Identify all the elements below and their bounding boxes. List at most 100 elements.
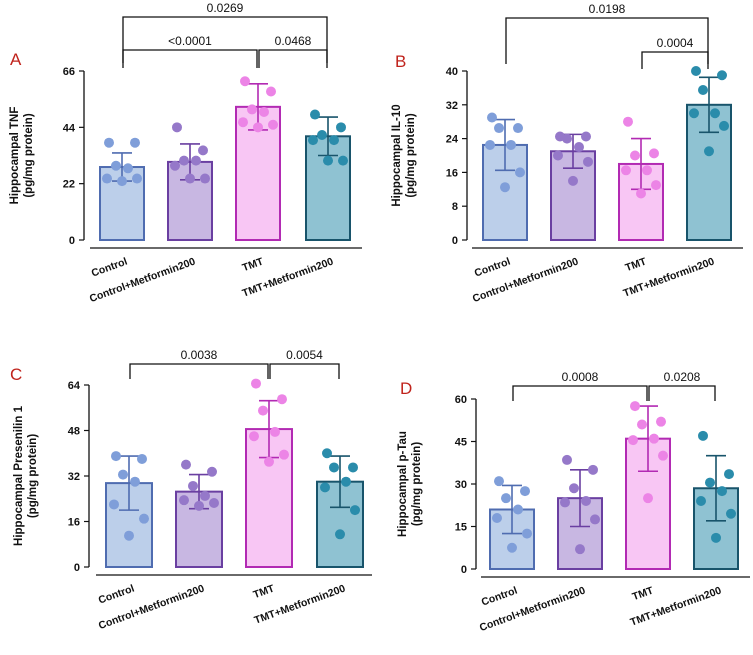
data-point	[630, 150, 640, 161]
data-point	[336, 122, 346, 133]
data-point	[590, 514, 600, 525]
y-axis-label: Hippocampal TNF	[9, 107, 21, 205]
data-point	[240, 76, 250, 87]
data-point	[515, 167, 525, 178]
y-tick-label: 8	[452, 201, 458, 213]
panel-letter-b: B	[395, 52, 406, 71]
y-tick-label: 0	[74, 562, 80, 574]
data-point	[487, 112, 497, 123]
significance-bracket	[512, 385, 648, 401]
p-value-label: 0.0054	[286, 348, 323, 362]
data-point	[132, 173, 142, 184]
data-point	[118, 469, 128, 480]
panel-c: C 0 16 32 48 64 Hippocampal Presenilin 1 (pg/m…	[10, 348, 372, 632]
y-tick-label: 15	[455, 522, 467, 534]
y-tick-label: 0	[69, 235, 75, 247]
data-point	[320, 482, 330, 493]
data-point	[191, 155, 201, 166]
y-tick-label: 45	[455, 437, 467, 449]
data-point	[207, 466, 217, 477]
data-point	[689, 108, 699, 119]
p-value-label: 0.0269	[207, 1, 244, 15]
data-point	[724, 469, 734, 480]
category-label: Control	[90, 256, 129, 280]
panel-letter-c: C	[10, 365, 22, 384]
data-point	[522, 528, 532, 539]
data-point	[651, 180, 661, 191]
y-tick-label: 40	[446, 66, 458, 78]
category-label: Control	[480, 585, 519, 609]
data-point	[658, 450, 668, 461]
y-tick-label: 48	[68, 426, 80, 438]
panel-b: B 0 8 16 24 32 40 Hippocampal IL-10 (pg/mg prot…	[391, 2, 743, 305]
data-point	[348, 462, 358, 473]
data-point	[717, 70, 727, 81]
data-point	[181, 459, 191, 470]
data-point	[560, 497, 570, 508]
data-point	[179, 155, 189, 166]
y-axis-unit-label: (pg/mg protein)	[23, 113, 35, 197]
data-point	[569, 483, 579, 494]
data-point	[574, 142, 584, 153]
y-tick-label: 66	[63, 66, 75, 78]
y-tick-label: 16	[68, 517, 80, 529]
significance-bracket	[641, 51, 709, 69]
data-point	[726, 508, 736, 519]
p-value-label: 0.0198	[589, 2, 626, 16]
data-point	[568, 175, 578, 186]
panel-letter-d: D	[400, 379, 412, 398]
significance-bracket	[129, 363, 269, 379]
data-point	[179, 495, 189, 506]
data-point	[649, 433, 659, 444]
data-point	[130, 476, 140, 487]
data-point	[310, 109, 320, 120]
p-value-label: 0.0038	[181, 348, 218, 362]
data-point	[270, 426, 280, 437]
y-tick-label: 16	[446, 167, 458, 179]
data-point	[259, 106, 269, 117]
data-point	[562, 133, 572, 144]
data-point	[172, 122, 182, 133]
data-point	[338, 155, 348, 166]
data-point	[719, 120, 729, 131]
data-point	[621, 165, 631, 176]
data-point	[623, 116, 633, 127]
significance-bracket	[122, 16, 328, 63]
data-point	[104, 137, 114, 148]
data-point	[198, 145, 208, 156]
y-axis-label: Hippocampal Presenilin 1	[13, 405, 25, 546]
data-point	[200, 490, 210, 501]
panel-d: D 0 15 30 45 60 Hippocampal p-Tau (pg/mg prote…	[397, 370, 750, 634]
data-point	[717, 486, 727, 497]
data-point	[350, 505, 360, 516]
data-point	[335, 529, 345, 540]
p-value-label: 0.0208	[664, 370, 701, 384]
data-point	[323, 155, 333, 166]
data-point	[130, 137, 140, 148]
data-point	[268, 119, 278, 130]
y-tick-label: 44	[63, 122, 76, 134]
data-point	[711, 532, 721, 543]
data-point	[485, 139, 495, 150]
significance-bracket	[122, 49, 258, 68]
data-point	[691, 66, 701, 76]
category-label: TMT	[624, 255, 649, 274]
data-point	[264, 456, 274, 467]
data-point	[494, 476, 504, 487]
data-point	[698, 430, 708, 441]
significance-bracket	[269, 363, 340, 379]
data-point	[642, 165, 652, 176]
data-point	[209, 498, 219, 509]
data-point	[575, 544, 585, 555]
data-point	[170, 160, 180, 171]
data-point	[188, 480, 198, 491]
data-point	[513, 504, 523, 515]
data-point	[253, 122, 263, 133]
data-point	[643, 493, 653, 504]
data-point	[111, 160, 121, 171]
significance-bracket	[648, 385, 716, 401]
data-point	[520, 486, 530, 497]
data-point	[628, 435, 638, 446]
data-point	[185, 173, 195, 184]
significance-bracket	[505, 17, 709, 64]
